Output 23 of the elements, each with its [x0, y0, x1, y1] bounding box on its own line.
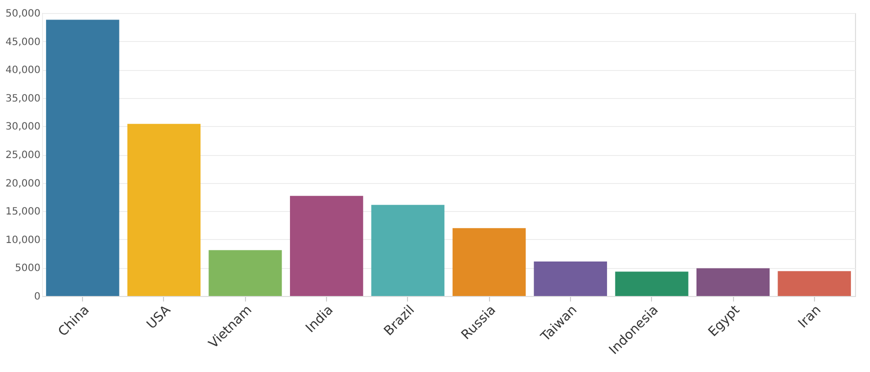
- bar: [452, 228, 526, 296]
- y-tick-label: 30,000: [6, 122, 40, 133]
- y-tick-label: 15,000: [6, 206, 40, 218]
- y-tick-label: 45,000: [6, 36, 40, 48]
- bar: [127, 124, 201, 296]
- y-tick-label: 20,000: [6, 178, 40, 190]
- bar: [615, 272, 688, 296]
- bar: [290, 196, 364, 296]
- bar: [534, 261, 608, 296]
- bar: [696, 268, 770, 296]
- y-tick-label: 5000: [15, 263, 40, 274]
- y-tick-label: 10,000: [6, 234, 40, 246]
- x-tick-label: USA: [144, 302, 174, 332]
- y-tick-label: 35,000: [6, 93, 40, 104]
- x-tick-label: Iran: [796, 302, 824, 332]
- y-tick-label: 50,000: [6, 8, 40, 20]
- y-tick-label: 0: [34, 292, 40, 302]
- bar: [46, 20, 120, 296]
- y-tick-label: 25,000: [6, 150, 40, 161]
- bar: [371, 204, 444, 296]
- y-tick-label: 40,000: [6, 65, 40, 76]
- bar: [778, 271, 851, 296]
- bar: [208, 250, 282, 296]
